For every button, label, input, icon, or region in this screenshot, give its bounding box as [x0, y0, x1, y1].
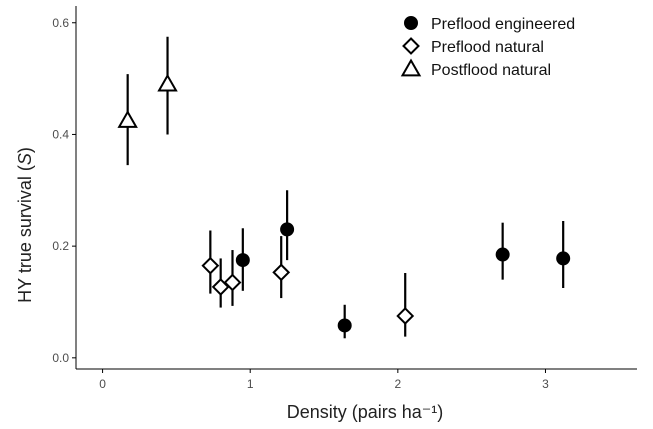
x-axis-title: Density (pairs ha⁻¹) — [287, 402, 444, 422]
legend-label: Preflood engineered — [431, 16, 575, 33]
y-axis-title-suffix: ) — [15, 147, 35, 153]
data-point — [280, 222, 295, 237]
y-tick-label: 0.2 — [52, 239, 69, 253]
data-layer — [117, 36, 571, 339]
legend-label: Preflood natural — [431, 39, 544, 56]
data-point — [201, 256, 220, 275]
x-tick-label: 3 — [542, 377, 549, 391]
series-group — [235, 190, 571, 339]
data-point — [556, 251, 571, 266]
axes — [75, 6, 637, 370]
data-point — [235, 253, 250, 268]
legend-item: Postflood natural — [400, 58, 551, 79]
y-axis-title-prefix: HY true survival ( — [15, 165, 35, 303]
data-point — [495, 247, 510, 262]
data-point — [117, 109, 138, 128]
y-ticks: 0.0 0.2 0.4 0.6 — [52, 16, 76, 365]
legend-item: Preflood engineered — [404, 16, 575, 33]
x-ticks: 0 1 2 3 — [99, 369, 549, 391]
series-group — [201, 230, 415, 337]
legend-marker — [402, 37, 420, 55]
legend-marker — [400, 58, 422, 77]
y-tick-label: 0.6 — [52, 16, 69, 30]
legend: Preflood engineered Preflood natural Postf… — [400, 16, 575, 79]
data-point — [157, 73, 178, 92]
x-tick-label: 2 — [394, 377, 401, 391]
x-tick-label: 0 — [99, 377, 106, 391]
y-axis-title: HY true survival (S) — [15, 147, 35, 303]
y-tick-label: 0.0 — [52, 351, 69, 365]
data-point — [396, 307, 415, 325]
x-tick-label: 1 — [247, 377, 254, 391]
series-group — [117, 36, 178, 166]
y-axis-title-symbol: S — [15, 153, 35, 165]
legend-label: Postflood natural — [431, 62, 551, 79]
y-tick-label: 0.4 — [52, 127, 69, 141]
data-point — [223, 273, 242, 292]
data-point — [337, 318, 352, 333]
legend-marker — [404, 16, 418, 30]
data-point — [272, 263, 291, 282]
legend-item: Preflood natural — [402, 37, 544, 56]
